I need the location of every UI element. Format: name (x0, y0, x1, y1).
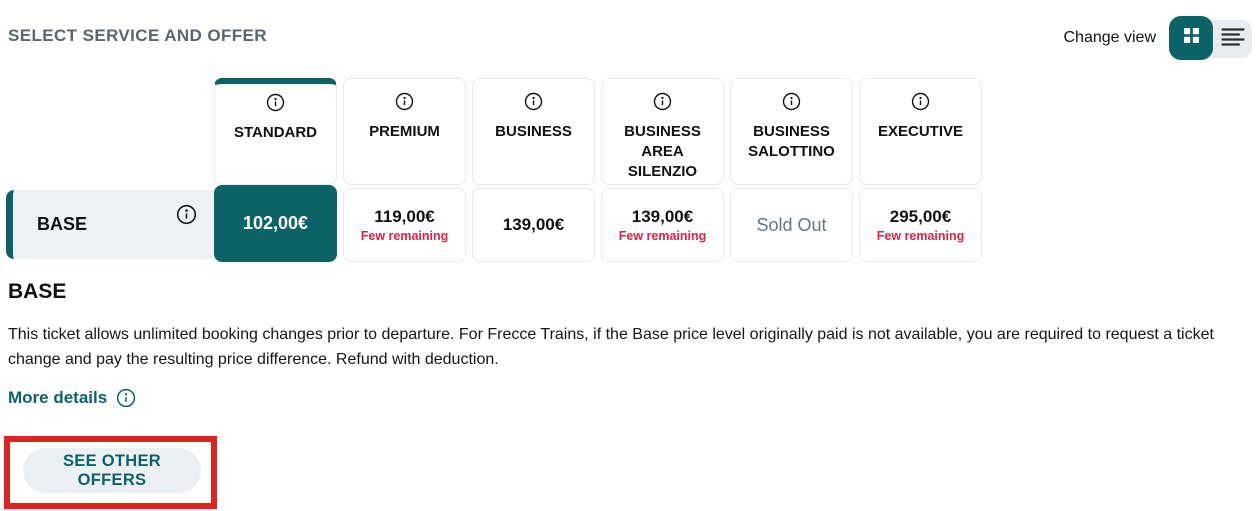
service-column-business-area-silenzio: BUSINESS AREA SILENZIO (601, 78, 724, 185)
offer-description: This ticket allows unlimited booking cha… (8, 326, 1214, 368)
fare-cell-premium-base[interactable]: 119,00€ Few remaining (343, 188, 466, 262)
info-icon[interactable] (266, 93, 285, 116)
annotation-highlight-box (4, 436, 217, 509)
service-column-label: BUSINESS (495, 123, 572, 140)
view-control: Change view (1064, 14, 1254, 62)
fare-price: 119,00€ (374, 207, 435, 226)
fare-price: 139,00€ (502, 215, 565, 234)
service-column-label: BUSINESS AREA SILENZIO (624, 123, 701, 180)
grid-view-button[interactable] (1169, 16, 1213, 60)
fare-price: 102,00€ (242, 213, 309, 233)
info-icon[interactable] (782, 92, 801, 115)
list-view-button[interactable] (1216, 24, 1250, 54)
info-icon (116, 388, 136, 408)
offer-details-title: BASE (8, 280, 67, 303)
grid-view-icon (1181, 25, 1202, 51)
offer-row-label: BASE (37, 214, 88, 234)
service-column-label: STANDARD (233, 124, 318, 141)
availability-note: Few remaining (618, 229, 707, 243)
change-view-label: Change view (1063, 29, 1157, 46)
fare-cell-business-salottino-base: Sold Out (730, 188, 853, 262)
service-column-business-salottino: BUSINESS SALOTTINO (730, 78, 853, 185)
service-column-executive: EXECUTIVE (859, 78, 982, 185)
availability-note: Few remaining (876, 229, 965, 243)
offer-row-base: BASE (6, 190, 215, 259)
fare-cell-business-area-silenzio-base[interactable]: 139,00€ Few remaining (601, 188, 724, 262)
soldout-label: Sold Out (756, 214, 827, 235)
availability-note: Few remaining (360, 229, 449, 243)
fare-price: 295,00€ (889, 207, 952, 226)
more-details-label: More details (8, 388, 108, 407)
info-icon[interactable] (176, 204, 197, 225)
fare-cell-business-base[interactable]: 139,00€ (472, 188, 595, 262)
service-column-business: BUSINESS (472, 78, 595, 185)
list-view-icon (1221, 26, 1245, 52)
service-column-standard: STANDARD (214, 78, 337, 185)
info-icon[interactable] (524, 92, 543, 115)
fare-cell-executive-base[interactable]: 295,00€ Few remaining (859, 188, 982, 262)
service-column-premium: PREMIUM (343, 78, 466, 185)
info-icon[interactable] (911, 92, 930, 115)
more-details-link[interactable]: More details (8, 388, 136, 408)
page-title: SELECT SERVICE AND OFFER (8, 26, 267, 45)
view-toggle (1169, 14, 1253, 62)
see-other-offers-button[interactable]: SEE OTHER OFFERS (23, 448, 201, 493)
service-column-label: BUSINESS SALOTTINO (748, 123, 835, 160)
info-icon[interactable] (653, 92, 672, 115)
fare-cell-standard-base[interactable]: 102,00€ (214, 185, 337, 262)
fare-price: 139,00€ (631, 207, 694, 226)
service-column-label: EXECUTIVE (877, 123, 964, 140)
info-icon[interactable] (395, 92, 414, 115)
service-column-label: PREMIUM (369, 123, 440, 140)
